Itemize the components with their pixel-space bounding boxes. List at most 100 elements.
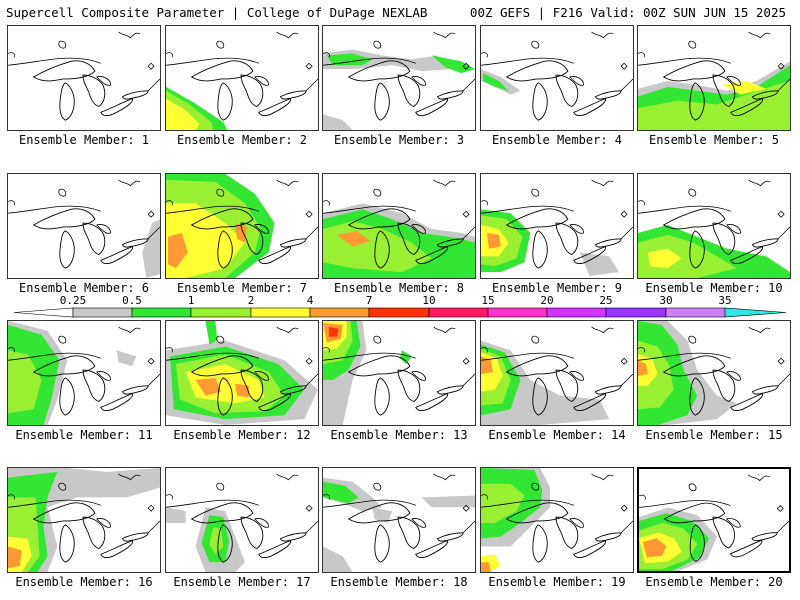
ensemble-panel-1[interactable]	[7, 25, 161, 131]
member-label-20: Ensemble Member: 20	[645, 575, 783, 589]
scp-contour-fill	[326, 53, 373, 66]
scale-tick-label: 0.5	[122, 294, 142, 307]
scp-contour-fill	[481, 69, 521, 95]
color-scale-bar	[13, 307, 787, 318]
scale-arrow-high	[724, 307, 787, 318]
member-map-15	[638, 321, 790, 425]
scp-contour-fill	[328, 326, 339, 337]
scp-contour-fill	[142, 219, 160, 278]
member-label-10: Ensemble Member: 10	[645, 281, 783, 295]
member-map-11	[8, 321, 160, 425]
scale-tick-label: 20	[540, 294, 554, 307]
ensemble-panel-17[interactable]	[165, 467, 319, 573]
scp-contour-fill	[323, 481, 359, 504]
ensemble-panel-11[interactable]	[7, 320, 161, 426]
ensemble-panel-9[interactable]	[480, 173, 634, 279]
scp-contour-fill	[166, 203, 245, 278]
scp-contour-fill	[116, 350, 137, 367]
member-map-4	[481, 31, 633, 121]
ensemble-panel-8[interactable]	[322, 173, 476, 279]
page-title: Supercell Composite Parameter | College …	[6, 5, 428, 20]
member-label-9: Ensemble Member: 9	[491, 281, 623, 295]
member-map-13	[323, 321, 475, 425]
great-lakes-basemap	[166, 473, 318, 563]
scp-contour-fill	[166, 98, 200, 130]
scale-swatch	[190, 307, 252, 318]
scp-contour-fill	[399, 350, 412, 365]
member-label-6: Ensemble Member: 6	[18, 281, 150, 295]
scp-contour-fill	[8, 546, 22, 569]
ensemble-panel-6[interactable]	[7, 173, 161, 279]
ensemble-panel-7[interactable]	[165, 173, 319, 279]
scale-tick-label: 10	[422, 294, 436, 307]
member-label-14: Ensemble Member: 14	[488, 428, 626, 442]
scale-arrow-low	[13, 307, 74, 318]
member-label-5: Ensemble Member: 5	[648, 133, 780, 147]
scale-swatch	[309, 307, 370, 318]
scp-contour-fill	[647, 248, 682, 269]
member-label-18: Ensemble Member: 18	[330, 575, 468, 589]
scp-contour-fill	[722, 80, 767, 95]
member-map-8	[323, 179, 475, 278]
ensemble-panel-16[interactable]	[7, 467, 161, 573]
member-map-6	[8, 179, 160, 278]
scp-contour-fill	[166, 507, 186, 523]
scale-tick-label: 25	[599, 294, 613, 307]
member-label-13: Ensemble Member: 13	[330, 428, 468, 442]
scale-tick-label: 4	[306, 294, 314, 307]
ensemble-panel-20[interactable]	[637, 467, 791, 573]
scale-swatch	[665, 307, 726, 318]
member-label-1: Ensemble Member: 1	[18, 133, 150, 147]
scp-contour-fill	[372, 507, 393, 523]
scale-tick-label: 35	[718, 294, 732, 307]
member-map-2	[166, 31, 318, 130]
ensemble-panel-19[interactable]	[480, 467, 634, 573]
run-valid-time: 00Z GEFS | F216 Valid: 00Z SUN JUN 15 20…	[469, 5, 786, 20]
member-label-17: Ensemble Member: 17	[173, 575, 311, 589]
member-label-15: Ensemble Member: 15	[645, 428, 783, 442]
ensemble-panel-15[interactable]	[637, 320, 791, 426]
scp-contour-fill	[638, 354, 658, 386]
scale-swatch	[605, 307, 667, 318]
ensemble-panel-14[interactable]	[480, 320, 634, 426]
member-map-18	[323, 473, 475, 572]
scp-contour-fill	[642, 538, 667, 558]
scp-contour-fill	[638, 80, 790, 130]
scp-contour-fill	[486, 232, 501, 249]
member-map-12	[166, 321, 318, 425]
scp-contour-fill	[481, 562, 491, 572]
scale-tick-label: 7	[365, 294, 373, 307]
scale-tick-label: 1	[187, 294, 195, 307]
scp-contour-fill	[482, 73, 509, 91]
ensemble-panel-18[interactable]	[322, 467, 476, 573]
ensemble-panel-10[interactable]	[637, 173, 791, 279]
ensemble-panel-2[interactable]	[165, 25, 319, 131]
scale-swatch	[72, 307, 133, 318]
scale-swatch	[131, 307, 192, 318]
ensemble-panel-12[interactable]	[165, 320, 319, 426]
scp-contour-fill	[431, 55, 475, 74]
scp-contour-fill	[481, 356, 493, 374]
member-map-17	[166, 473, 318, 572]
scp-contour-fill	[205, 321, 218, 345]
scp-contour-fill	[8, 350, 42, 414]
member-label-11: Ensemble Member: 11	[15, 428, 153, 442]
member-label-3: Ensemble Member: 3	[333, 133, 465, 147]
member-map-5	[638, 31, 790, 130]
scp-contour-fill	[323, 546, 353, 572]
ensemble-panel-13[interactable]	[322, 320, 476, 426]
member-map-20	[639, 474, 789, 571]
member-label-2: Ensemble Member: 2	[176, 133, 308, 147]
ensemble-panel-4[interactable]	[480, 25, 634, 131]
ensemble-panel-5[interactable]	[637, 25, 791, 131]
scale-swatch	[428, 307, 489, 318]
member-map-7	[166, 174, 318, 278]
member-map-14	[481, 326, 633, 425]
scale-tick-label: 0.25	[59, 294, 87, 307]
ensemble-panel-3[interactable]	[322, 25, 476, 131]
great-lakes-basemap	[8, 179, 160, 269]
scp-contour-fill	[195, 377, 222, 396]
member-label-12: Ensemble Member: 12	[173, 428, 311, 442]
member-map-10	[638, 179, 790, 278]
scp-contour-fill	[421, 495, 475, 508]
